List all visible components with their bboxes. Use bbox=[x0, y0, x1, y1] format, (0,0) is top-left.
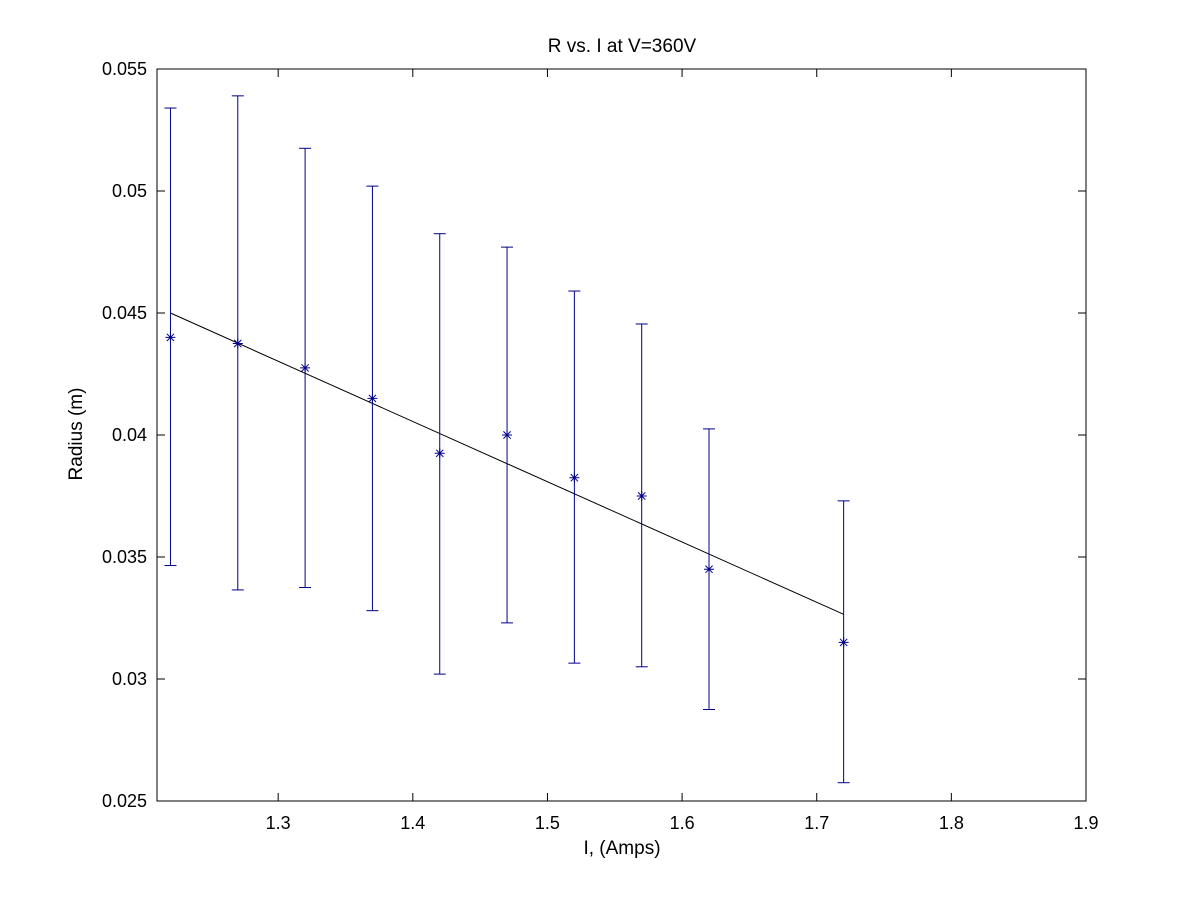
asterisk-marker bbox=[165, 332, 176, 343]
y-tick-label: 0.03 bbox=[112, 669, 147, 689]
y-tick-label: 0.04 bbox=[112, 425, 147, 445]
x-tick-label: 1.4 bbox=[400, 813, 425, 833]
asterisk-marker bbox=[636, 491, 647, 501]
x-tick-label: 1.3 bbox=[266, 813, 291, 833]
asterisk-marker bbox=[300, 362, 311, 373]
x-tick-label: 1.7 bbox=[804, 813, 829, 833]
data-point bbox=[299, 147, 312, 588]
asterisk-marker bbox=[569, 472, 580, 483]
asterisk-marker bbox=[367, 393, 378, 404]
data-marks bbox=[164, 95, 850, 784]
x-tick-label: 1.9 bbox=[1073, 813, 1098, 833]
axis-ticks: 1.3 1.4 1.5 1.6 1.7 1.8 1.9 0.025 0.03 0.035 0.04 0… bbox=[102, 59, 1099, 833]
data-point bbox=[501, 246, 514, 624]
x-axis-label: I, (Amps) bbox=[583, 838, 660, 859]
y-tick-label: 0.055 bbox=[102, 59, 147, 79]
asterisk-marker bbox=[502, 430, 513, 440]
data-point bbox=[433, 233, 446, 675]
plot-area-frame bbox=[156, 68, 1087, 802]
data-point bbox=[231, 95, 244, 591]
asterisk-marker bbox=[232, 338, 243, 349]
data-point bbox=[635, 323, 648, 668]
data-point bbox=[568, 290, 581, 664]
y-axis-label: Radius (m) bbox=[66, 388, 87, 481]
chart-title: R vs. I at V=360V bbox=[548, 36, 697, 57]
data-point bbox=[703, 428, 716, 710]
asterisk-marker bbox=[838, 637, 849, 648]
y-tick-label: 0.025 bbox=[102, 791, 147, 811]
x-tick-label: 1.6 bbox=[670, 813, 695, 833]
y-tick-label: 0.035 bbox=[102, 547, 147, 567]
y-tick-label: 0.045 bbox=[102, 303, 147, 323]
data-point bbox=[366, 185, 379, 612]
y-tick-label: 0.05 bbox=[112, 181, 147, 201]
asterisk-marker bbox=[434, 448, 445, 459]
x-tick-label: 1.5 bbox=[535, 813, 560, 833]
data-point bbox=[164, 107, 177, 567]
asterisk-marker bbox=[704, 564, 715, 575]
data-point bbox=[837, 500, 850, 784]
x-tick-label: 1.8 bbox=[939, 813, 964, 833]
